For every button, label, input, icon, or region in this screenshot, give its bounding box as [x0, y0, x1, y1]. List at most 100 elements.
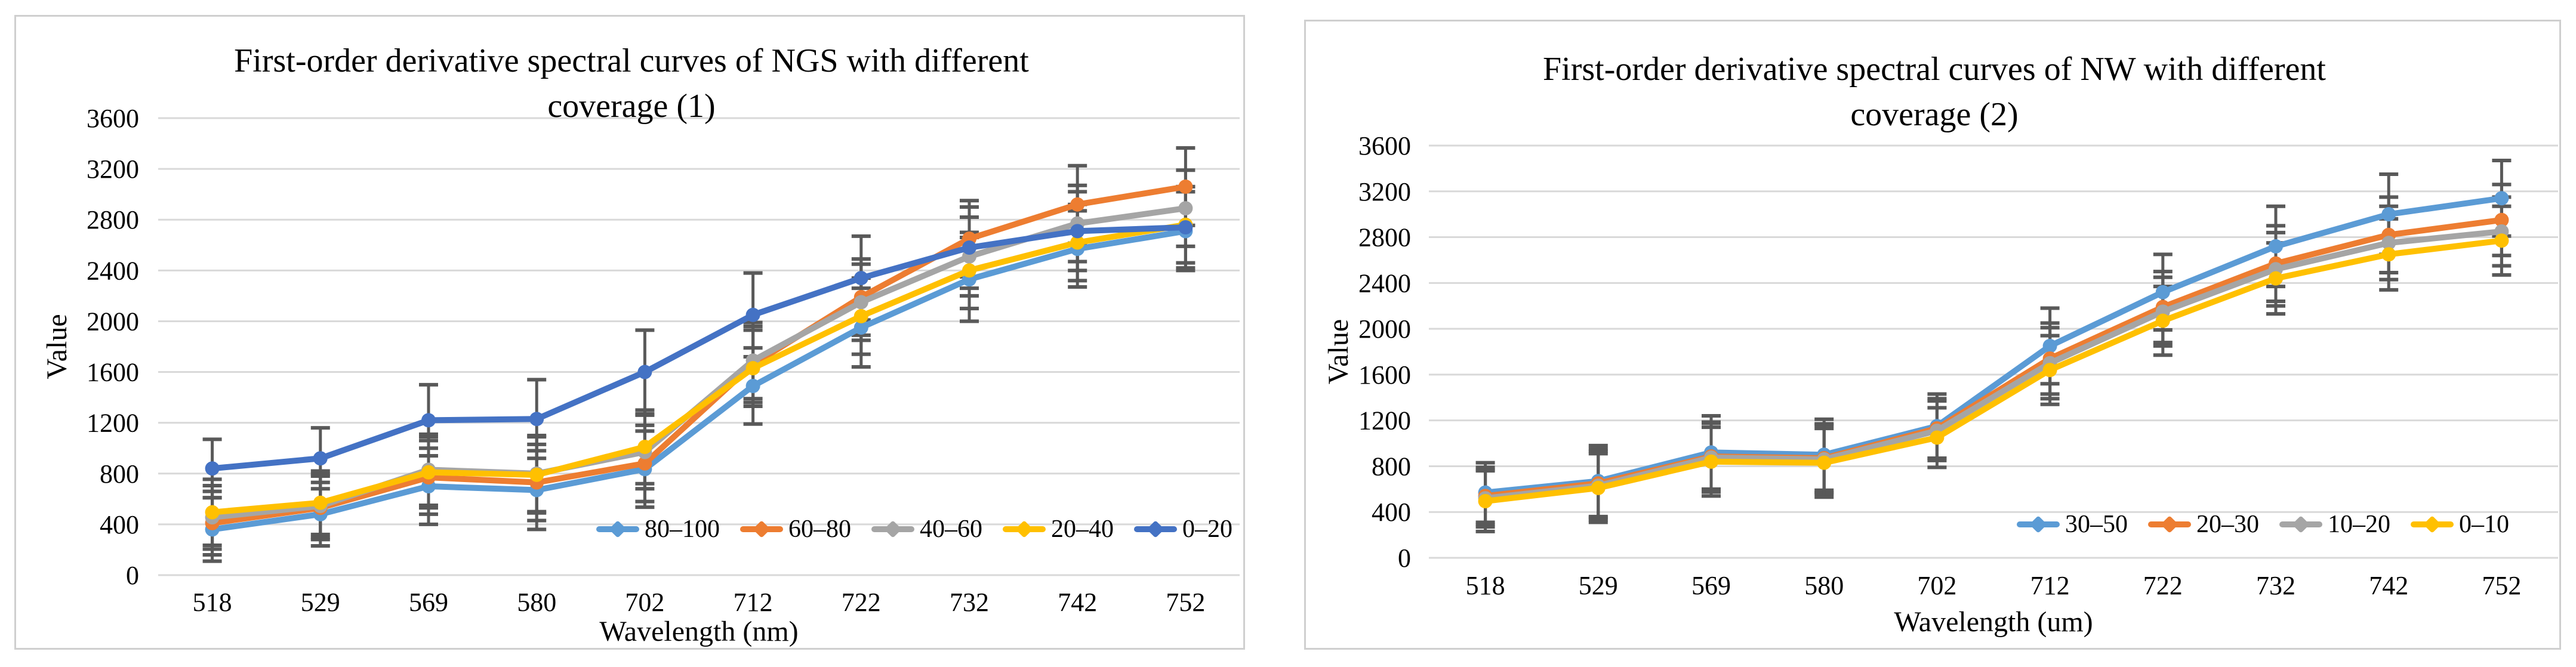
x-tick-label: 752: [1166, 588, 1205, 617]
data-point: [2494, 212, 2509, 227]
y-tick-label: 2000: [87, 307, 139, 336]
data-point: [313, 495, 328, 510]
y-tick-label: 1600: [1358, 360, 1411, 390]
data-point: [421, 413, 436, 428]
data-point: [2381, 236, 2396, 251]
data-point: [421, 465, 436, 480]
nw-chart-svg: 3600 3200 2800 2400 2000 1600 1200 800 400 0 518 52…: [1323, 51, 2558, 638]
legend-label: 60–80: [788, 515, 851, 543]
y-tick-label: 1200: [1358, 406, 1411, 436]
legend-label: 40–60: [920, 515, 982, 543]
chart-title-line: First-order derivative spectral curves o…: [234, 42, 1029, 79]
legend-marker-icon: [2279, 521, 2322, 527]
legend-label: 10–20: [2328, 511, 2390, 538]
legend-label: 20–30: [2196, 511, 2259, 538]
x-tick-label: 732: [950, 588, 989, 617]
data-point: [2155, 313, 2170, 328]
data-point: [1178, 201, 1193, 216]
data-point: [637, 365, 652, 379]
legend: 80–100 60–80 40–60 20–40 0–20: [596, 517, 1232, 542]
legend-label: 20–40: [1051, 515, 1114, 543]
x-tick-label: 742: [1058, 588, 1097, 617]
y-tick-label: 1600: [87, 358, 139, 387]
y-axis-title: Value: [41, 314, 73, 379]
data-point: [745, 307, 760, 322]
y-tick-label: 3600: [1358, 131, 1411, 160]
data-point: [745, 378, 760, 393]
y-tick-label: 400: [100, 510, 139, 539]
y-tick-label: 2800: [1358, 223, 1411, 252]
legend-marker-icon: [1134, 526, 1177, 532]
chart-title-line: First-order derivative spectral curves o…: [1543, 51, 2326, 88]
chart-title-line: coverage (1): [547, 88, 715, 125]
data-point: [1178, 220, 1193, 234]
y-tick-label: 800: [1372, 452, 1411, 481]
data-point: [2042, 363, 2057, 378]
x-tick-label: 529: [1579, 571, 1618, 600]
legend-label: 0–20: [1182, 515, 1232, 543]
y-tick-label: 3200: [87, 155, 139, 184]
x-tick-label: 569: [1691, 571, 1731, 600]
x-tick-label: 722: [2143, 571, 2183, 600]
data-point: [1817, 455, 1832, 470]
data-point: [2269, 239, 2283, 254]
ngs-chart-svg: 3600 3200 2800 2400 2000 1600 1200 800 400 0 518 52…: [41, 42, 1240, 647]
data-point: [2494, 233, 2509, 248]
legend-item: 40–60: [871, 517, 982, 542]
legend: 30–50 20–30 10–20 0–10: [2017, 512, 2509, 537]
data-point: [205, 461, 220, 476]
x-tick-label: 580: [517, 588, 556, 617]
data-point: [529, 412, 544, 427]
data-point: [1930, 430, 1945, 445]
legend-label: 0–10: [2459, 511, 2509, 538]
chart-panel-nw: 3600 3200 2800 2400 2000 1600 1200 800 400 0 518 52…: [1304, 20, 2561, 650]
data-point: [962, 240, 976, 255]
y-tick-label: 400: [1372, 498, 1411, 527]
data-point: [2494, 191, 2509, 206]
legend-marker-icon: [1003, 526, 1046, 532]
legend-marker-icon: [871, 526, 914, 532]
data-point: [529, 467, 544, 482]
x-axis-title: Wavelength (nm): [599, 616, 798, 647]
y-tick-label: 0: [1398, 544, 1411, 573]
legend-item: 10–20: [2279, 512, 2390, 537]
x-tick-label: 518: [1466, 571, 1505, 600]
data-point: [1704, 454, 1718, 469]
legend-label: 80–100: [645, 515, 720, 543]
series-line-30–50: [1482, 195, 2505, 496]
legend-item: 0–10: [2411, 512, 2509, 537]
x-axis-title: Wavelength (um): [1894, 606, 2093, 638]
x-tick-label: 702: [1917, 571, 1956, 600]
x-tick-label: 580: [1804, 571, 1844, 600]
legend-marker-icon: [2148, 521, 2191, 527]
y-tick-label: 3600: [87, 104, 139, 133]
x-tick-label: 722: [842, 588, 881, 617]
data-point: [637, 456, 652, 471]
series-line-20–40: [209, 221, 1189, 515]
x-tick-label: 752: [2482, 571, 2521, 600]
legend-item: 0–20: [1134, 517, 1232, 542]
x-tick-label: 529: [301, 588, 340, 617]
x-tick-label: 712: [2030, 571, 2070, 600]
data-point: [637, 440, 652, 455]
x-tick-label: 518: [193, 588, 232, 617]
data-point: [1478, 493, 1493, 508]
legend-item: 20–40: [1003, 517, 1114, 542]
legend-item: 20–30: [2148, 512, 2259, 537]
y-tick-label: 0: [126, 561, 139, 590]
data-point: [313, 451, 328, 466]
data-point: [853, 308, 868, 323]
y-tick-label: 2000: [1358, 314, 1411, 344]
series-line-10–20: [1482, 228, 2505, 502]
data-point: [853, 271, 868, 286]
data-point: [962, 263, 976, 278]
y-axis-title: Value: [1323, 319, 1354, 384]
x-tick-label: 742: [2369, 571, 2408, 600]
series-line-60–80: [209, 183, 1189, 526]
data-point: [745, 361, 760, 376]
series-line-80–100: [209, 228, 1189, 533]
x-tick-label: 569: [409, 588, 448, 617]
x-tick-label: 732: [2256, 571, 2295, 600]
series-line-0–20: [209, 224, 1189, 472]
legend-marker-icon: [2017, 521, 2060, 527]
